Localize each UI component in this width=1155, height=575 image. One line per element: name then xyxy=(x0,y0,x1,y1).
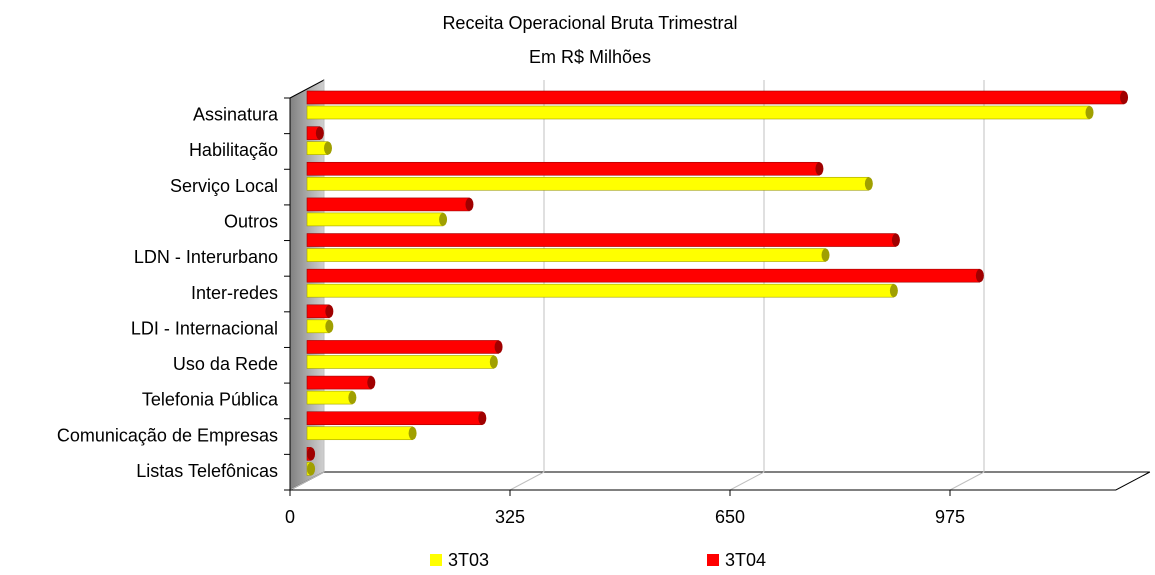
bar-cap xyxy=(439,212,448,226)
y-tick-label: Assinatura xyxy=(193,105,279,125)
bar xyxy=(306,105,1094,120)
x-tick-label: 975 xyxy=(935,507,965,527)
bar-cap xyxy=(325,304,334,318)
legend-swatch xyxy=(707,554,719,566)
bar-body xyxy=(306,176,870,191)
legend-label: 3T03 xyxy=(448,550,489,570)
y-tick-label: Serviço Local xyxy=(170,176,278,196)
bar xyxy=(306,447,316,461)
bar xyxy=(306,462,316,476)
legend-label: 3T04 xyxy=(725,550,766,570)
bar-cap xyxy=(315,126,324,140)
bar xyxy=(306,90,1129,105)
bar-cap xyxy=(864,177,873,191)
bar-body xyxy=(306,248,826,262)
bar-body xyxy=(306,355,495,369)
y-tick-label: Listas Telefônicas xyxy=(136,461,278,481)
bar-body xyxy=(306,90,1125,105)
bar xyxy=(306,197,474,212)
bar xyxy=(306,126,324,140)
grid-line xyxy=(289,471,325,491)
bar-body xyxy=(306,161,820,176)
y-tick-label: Inter-redes xyxy=(191,283,278,303)
bar-body xyxy=(306,390,353,405)
grid-line xyxy=(509,471,545,491)
grid-line xyxy=(949,471,985,491)
bar-body xyxy=(306,105,1090,120)
bar-body xyxy=(306,268,981,283)
bar-body xyxy=(306,426,413,441)
bar-body xyxy=(306,233,897,247)
bar-body xyxy=(306,283,895,298)
bar-cap xyxy=(348,391,357,405)
bar xyxy=(306,268,984,283)
bar xyxy=(306,283,898,298)
bar xyxy=(306,390,357,405)
y-tick-label: LDI - Internacional xyxy=(131,318,278,338)
bar xyxy=(306,233,900,247)
bar xyxy=(306,161,824,176)
floor xyxy=(289,471,1151,491)
bar-cap xyxy=(465,197,474,211)
bar xyxy=(306,319,334,334)
bar-cap xyxy=(494,340,503,354)
bar xyxy=(306,212,448,227)
grid-line xyxy=(729,471,765,491)
bar xyxy=(306,426,417,441)
legend-swatch xyxy=(430,554,442,566)
y-tick-label: Uso da Rede xyxy=(173,354,278,374)
bar-cap xyxy=(489,355,498,369)
x-tick-label: 325 xyxy=(495,507,525,527)
bar xyxy=(306,340,503,354)
chart-title: Receita Operacional Bruta Trimestral xyxy=(442,13,737,33)
bar-cap xyxy=(891,233,900,247)
bar-cap xyxy=(1085,106,1094,119)
bar-cap xyxy=(367,376,376,390)
bar-cap xyxy=(889,284,898,298)
bar-cap xyxy=(1120,91,1129,104)
bar-body xyxy=(306,375,372,390)
plot: 0 325 650 975 Assinatura Habilitação Serviço L… xyxy=(57,79,1151,570)
x-tick-label: 650 xyxy=(715,507,745,527)
bar xyxy=(306,355,498,369)
bar-cap xyxy=(325,319,334,333)
y-tick-label: Telefonia Pública xyxy=(142,390,279,410)
bar-cap xyxy=(815,162,824,176)
y-tick-label: Outros xyxy=(224,211,278,231)
bar-body xyxy=(306,411,483,426)
bar xyxy=(306,141,332,155)
bar xyxy=(306,304,334,319)
bar xyxy=(306,176,873,191)
bar-body xyxy=(306,340,499,354)
bar xyxy=(306,375,376,390)
bar-cap xyxy=(975,269,984,283)
bar-cap xyxy=(323,141,332,155)
bar xyxy=(306,248,830,262)
bar-cap xyxy=(408,426,417,440)
bar xyxy=(306,411,487,426)
bar-cap xyxy=(478,411,487,425)
y-tick-label: LDN - Interurbano xyxy=(134,247,278,267)
y-tick-label: Habilitação xyxy=(189,140,278,160)
bar-cap xyxy=(821,248,830,262)
y-tick-label: Comunicação de Empresas xyxy=(57,425,278,445)
chart-subtitle: Em R$ Milhões xyxy=(529,47,651,67)
bar-body xyxy=(306,212,444,227)
bar-cap xyxy=(307,462,316,476)
bar-body xyxy=(306,197,470,212)
x-tick-label: 0 xyxy=(285,507,295,527)
bar-cap xyxy=(307,447,316,461)
